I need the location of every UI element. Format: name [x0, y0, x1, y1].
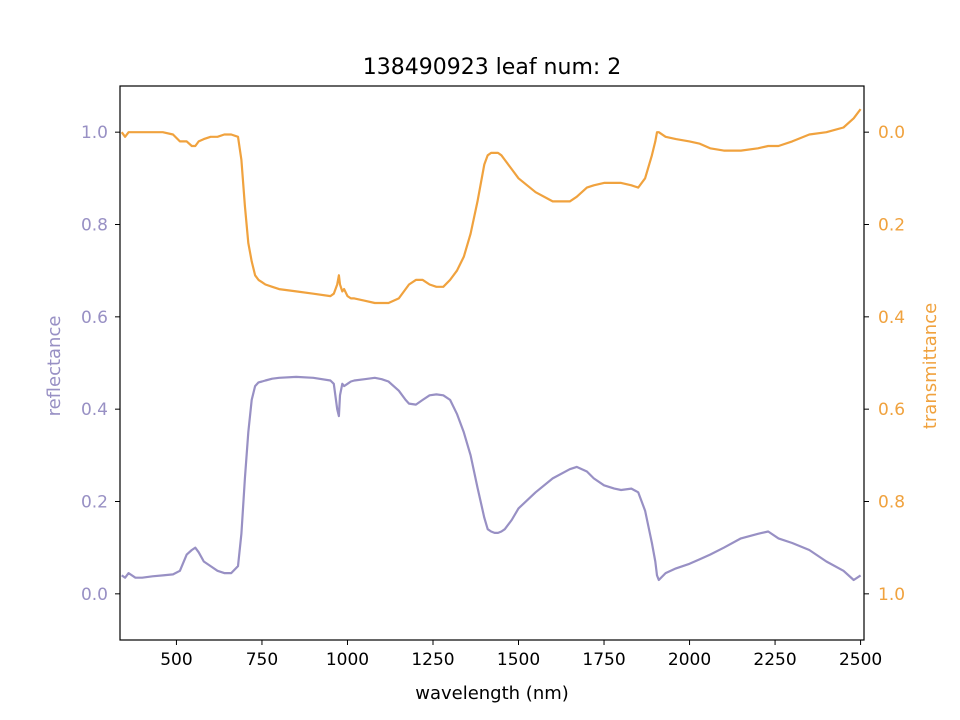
x-tick-label: 1250 [411, 650, 454, 670]
x-tick-label: 1500 [497, 650, 540, 670]
plot-frame [119, 85, 865, 641]
transmittance-series-line [120, 108, 862, 305]
left-tick-label: 1.0 [81, 123, 108, 143]
plot-lines [120, 108, 862, 582]
x-tick-label: 2500 [839, 650, 882, 670]
x-tick-label: 2250 [753, 650, 796, 670]
x-tick-label: 1750 [582, 650, 625, 670]
left-tick-label: 0.6 [81, 308, 108, 328]
right-axis-ticks: 0.0 0.2 0.4 0.6 0.8 1.0 [864, 123, 905, 605]
left-tick-label: 0.4 [81, 400, 108, 420]
reflectance-series-line [121, 375, 862, 582]
right-tick-label: 1.0 [878, 585, 905, 605]
left-tick-label: 0.8 [81, 216, 108, 236]
left-axis-ticks: 0.0 0.2 0.4 0.6 0.8 1.0 [81, 123, 120, 605]
x-axis-ticks: 500 750 1000 1250 1500 1750 2000 2250 2500 [160, 640, 882, 670]
right-axis-label: transmittance [920, 303, 941, 429]
left-tick-label: 0.0 [81, 585, 108, 605]
right-tick-label: 0.4 [878, 308, 905, 328]
x-tick-label: 1000 [326, 650, 369, 670]
right-tick-label: 0.6 [878, 400, 905, 420]
left-tick-label: 0.2 [81, 493, 108, 513]
x-tick-label: 750 [246, 650, 278, 670]
right-tick-label: 0.8 [878, 493, 905, 513]
right-tick-label: 0.0 [878, 123, 905, 143]
left-axis-label: reflectance [44, 316, 65, 417]
x-axis-label: wavelength (nm) [415, 683, 569, 704]
right-tick-label: 0.2 [878, 216, 905, 236]
x-tick-label: 500 [160, 650, 192, 670]
chart-title: 138490923 leaf num: 2 [363, 55, 622, 80]
x-tick-label: 2000 [668, 650, 711, 670]
